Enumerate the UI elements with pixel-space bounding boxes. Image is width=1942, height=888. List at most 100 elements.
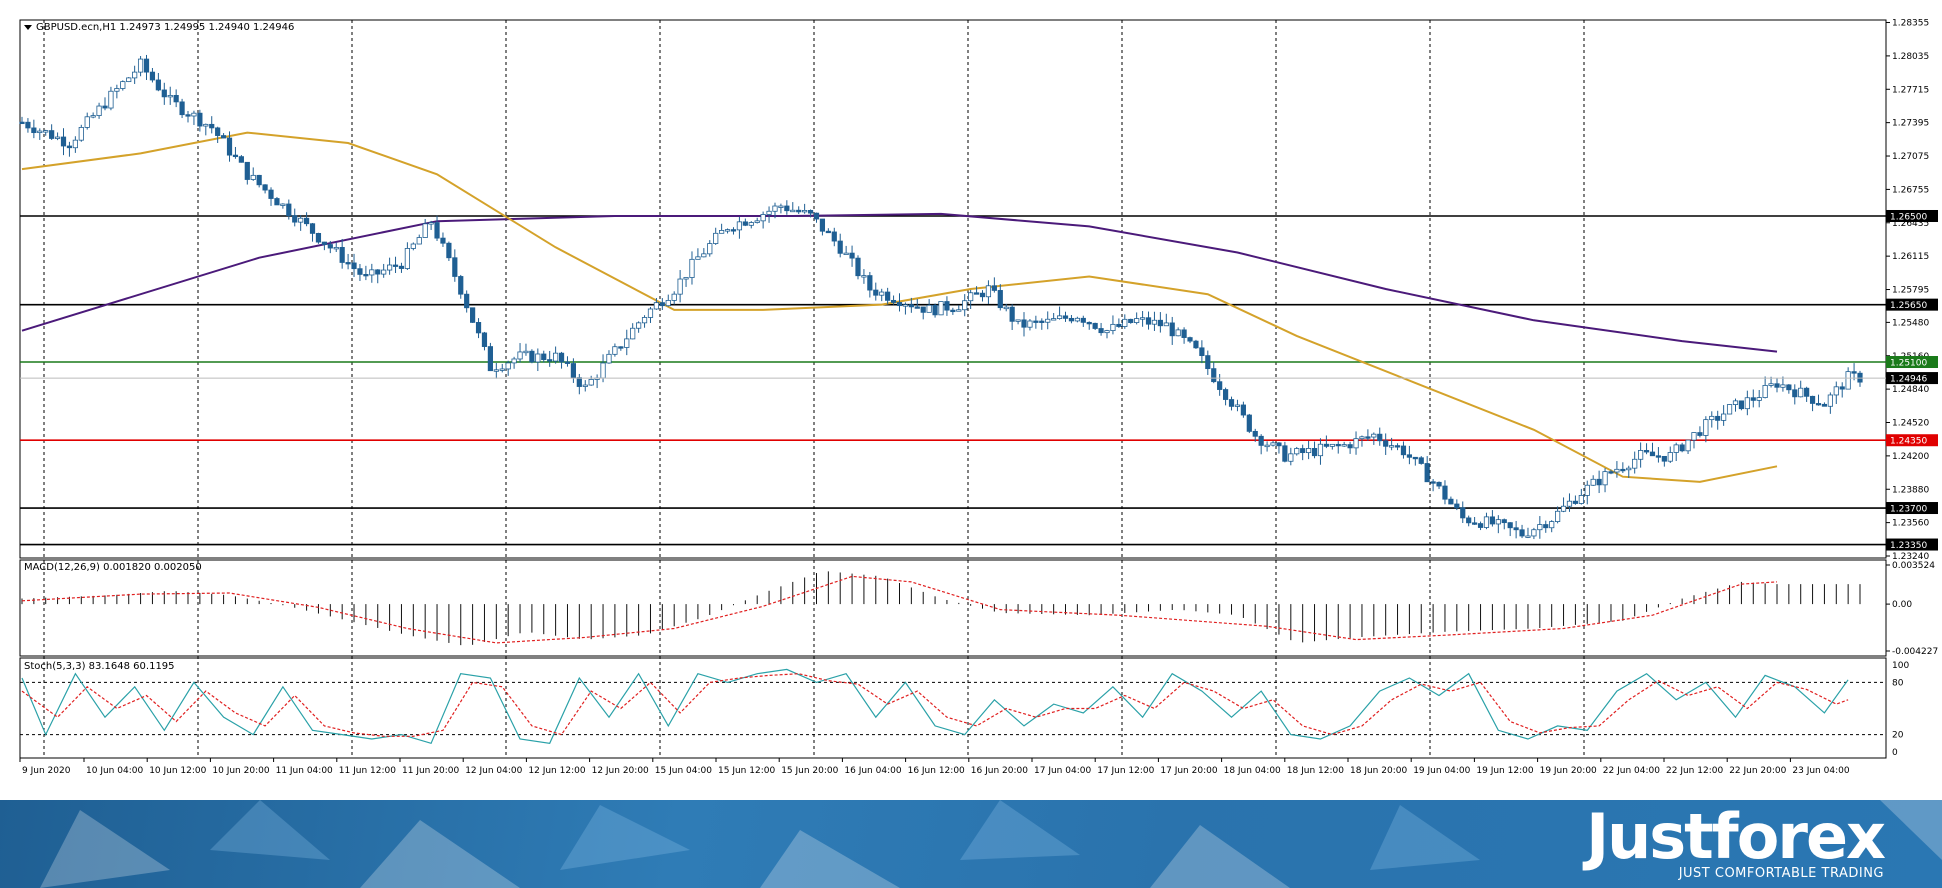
candle-body bbox=[398, 265, 405, 269]
price-label: 1.28035 bbox=[1892, 52, 1929, 62]
horizontal-levels bbox=[20, 215, 1886, 546]
candle-body bbox=[1406, 454, 1412, 458]
candle-body bbox=[1430, 481, 1436, 484]
candle-body bbox=[997, 290, 1003, 309]
candles bbox=[19, 54, 1863, 540]
candle-body bbox=[1519, 529, 1525, 537]
candle-body bbox=[1667, 452, 1673, 462]
candle-body bbox=[754, 220, 760, 223]
candle-body bbox=[1649, 451, 1656, 457]
candle-body bbox=[1056, 315, 1063, 319]
candle-body bbox=[475, 322, 482, 334]
candle-body bbox=[1181, 329, 1187, 338]
candle-body bbox=[72, 139, 78, 149]
candle-body bbox=[564, 361, 571, 364]
candle-body bbox=[1460, 507, 1466, 519]
candle-body bbox=[126, 77, 132, 83]
candle-body bbox=[1335, 443, 1341, 447]
candle-body bbox=[985, 285, 992, 298]
candle-body bbox=[137, 58, 144, 73]
price-axis: 1.28355 1.28035 1.27715 1.27395 1.27075 1.267… bbox=[1886, 19, 1929, 562]
candle-body bbox=[890, 299, 897, 303]
candle-body bbox=[1294, 448, 1300, 455]
candle-body bbox=[1608, 471, 1614, 474]
candle-body bbox=[1353, 438, 1359, 449]
candle-body bbox=[647, 308, 654, 318]
candle-body bbox=[392, 264, 399, 267]
candle-body bbox=[1341, 444, 1347, 447]
candle-body bbox=[956, 309, 962, 312]
macd-axis-label: 0.003524 bbox=[1892, 561, 1935, 571]
candle-body bbox=[1228, 399, 1235, 407]
candle-body bbox=[1715, 415, 1721, 421]
candle-body bbox=[250, 174, 256, 180]
candle-body bbox=[66, 145, 73, 149]
candle-body bbox=[582, 384, 588, 387]
candle-body bbox=[701, 253, 707, 258]
candle-body bbox=[315, 232, 322, 243]
candle-body bbox=[885, 291, 891, 301]
macd-panel bbox=[19, 559, 1887, 657]
candle-body bbox=[1080, 317, 1086, 323]
dropdown-icon[interactable] bbox=[24, 25, 32, 30]
price-label: 1.27395 bbox=[1892, 119, 1929, 129]
candle-body bbox=[618, 346, 624, 349]
candle-body bbox=[807, 210, 814, 214]
candle-body bbox=[309, 223, 316, 234]
candle-body bbox=[1549, 521, 1555, 529]
candle-body bbox=[1418, 457, 1424, 464]
candle-body bbox=[1809, 395, 1816, 404]
candle-body bbox=[1495, 519, 1501, 525]
candle-body bbox=[481, 332, 488, 347]
candle-body bbox=[226, 137, 233, 156]
time-label: 12 Jun 20:00 bbox=[592, 766, 649, 776]
candle-body bbox=[1039, 320, 1045, 323]
candle-body bbox=[730, 229, 737, 232]
candle-body bbox=[1128, 318, 1134, 323]
price-label: 1.23880 bbox=[1892, 485, 1929, 495]
time-label: 19 Jun 12:00 bbox=[1476, 766, 1533, 776]
candle-body bbox=[529, 350, 535, 363]
candle-body bbox=[1691, 432, 1697, 441]
candle-body bbox=[641, 317, 648, 324]
candle-body bbox=[1394, 445, 1401, 448]
candle-body bbox=[1525, 535, 1531, 538]
candle-body bbox=[167, 95, 173, 98]
time-label: 22 Jun 04:00 bbox=[1603, 766, 1660, 776]
candle-body bbox=[1211, 368, 1217, 383]
time-label: 18 Jun 04:00 bbox=[1224, 766, 1281, 776]
candle-body bbox=[1643, 450, 1650, 453]
price-panel bbox=[19, 19, 1887, 559]
time-label: 9 Jun 2020 bbox=[22, 766, 71, 776]
stoch-levels bbox=[20, 681, 1886, 736]
candle-body bbox=[1833, 386, 1839, 396]
candle-body bbox=[422, 223, 428, 238]
candle-body bbox=[1323, 443, 1329, 447]
stoch-axis-label: 0 bbox=[1892, 748, 1898, 758]
price-label: 1.27715 bbox=[1892, 85, 1929, 95]
trading-chart: 1.28355 1.28035 1.27715 1.27395 1.27075 1.267… bbox=[19, 18, 1939, 776]
candle-body bbox=[1614, 468, 1620, 473]
candle-body bbox=[173, 95, 179, 103]
candle-body bbox=[345, 262, 351, 265]
time-label: 15 Jun 12:00 bbox=[718, 766, 775, 776]
candle-body bbox=[1222, 389, 1229, 400]
candle-body bbox=[292, 215, 298, 223]
candle-body bbox=[724, 229, 731, 232]
candle-body bbox=[1620, 468, 1626, 472]
time-label: 22 Jun 20:00 bbox=[1729, 766, 1786, 776]
candle-body bbox=[333, 247, 339, 250]
time-label: 11 Jun 20:00 bbox=[402, 766, 459, 776]
candle-body bbox=[1139, 317, 1146, 320]
candle-body bbox=[1697, 432, 1703, 436]
candle-body bbox=[375, 269, 381, 275]
candle-body bbox=[1347, 444, 1353, 449]
candle-body bbox=[203, 123, 209, 127]
time-label: 10 Jun 20:00 bbox=[212, 766, 269, 776]
candle-body bbox=[742, 221, 748, 226]
candle-body bbox=[873, 289, 879, 296]
candle-body bbox=[1845, 371, 1851, 390]
candle-body bbox=[1134, 318, 1140, 323]
level-tags: 1.26500 1.25650 1.25100 1.24350 1.23700 1.233… bbox=[1886, 209, 1938, 551]
candle-body bbox=[1116, 323, 1122, 327]
